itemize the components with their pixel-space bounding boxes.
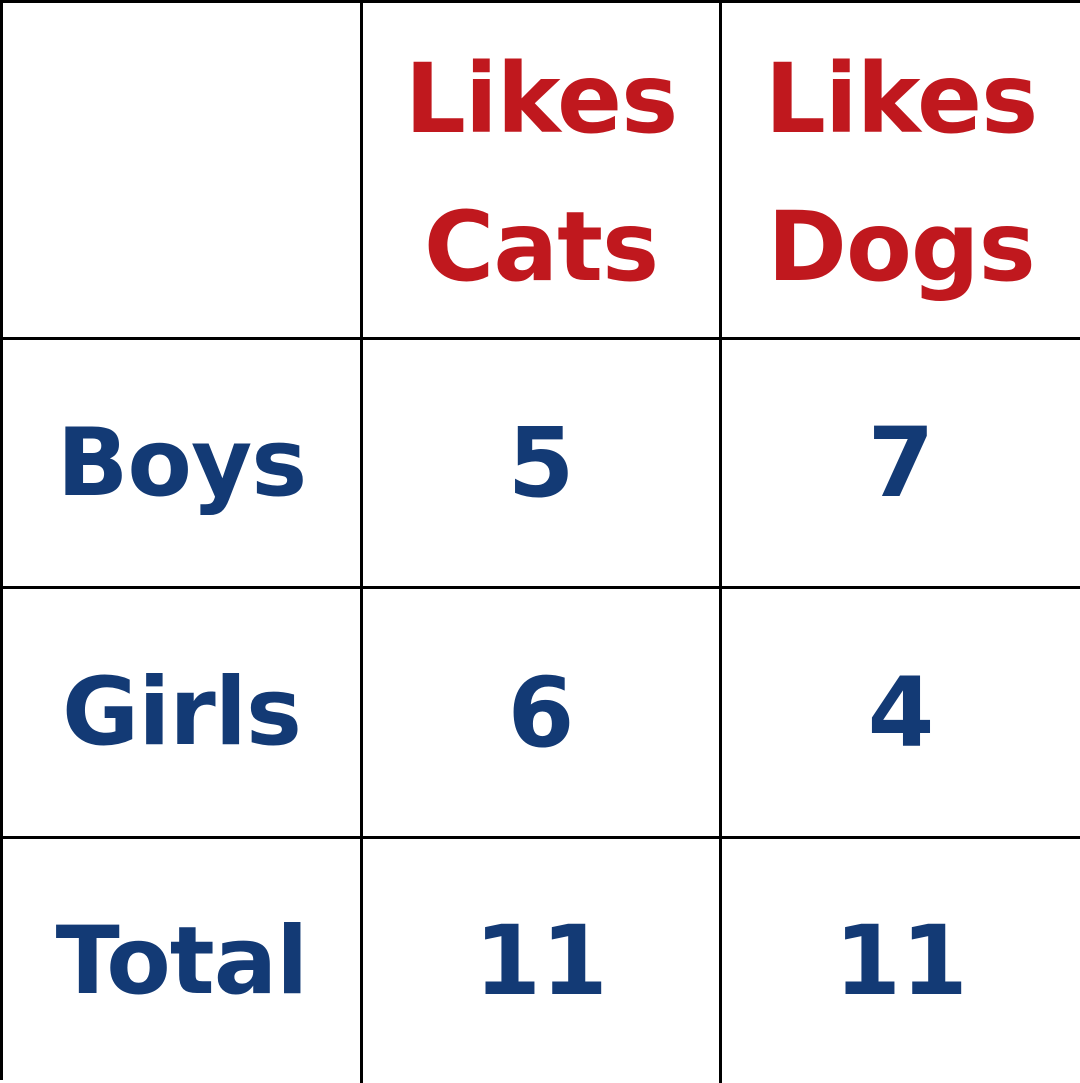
row-label-cell-boys: Boys xyxy=(3,340,363,589)
row-label-total: Total xyxy=(55,906,309,1016)
row-label-cell-girls: Girls xyxy=(3,589,363,839)
cell-value: 4 xyxy=(867,656,935,769)
table-cell-total-cats: 11 xyxy=(363,839,722,1083)
cell-value: 7 xyxy=(867,407,935,519)
column-header-line1: Likes xyxy=(764,43,1039,155)
cell-value: 11 xyxy=(834,905,968,1017)
column-header-text: Likes Cats xyxy=(404,25,679,321)
table-cell-boys-dogs: 7 xyxy=(722,340,1080,589)
row-label-girls: Girls xyxy=(62,658,302,767)
corner-cell xyxy=(3,3,363,340)
row-label-boys: Boys xyxy=(56,408,307,518)
cell-value: 5 xyxy=(507,407,575,519)
table-cell-girls-dogs: 4 xyxy=(722,589,1080,839)
column-header-line1: Likes xyxy=(404,43,679,155)
table-cell-boys-cats: 5 xyxy=(363,340,722,589)
column-header-likes-cats: Likes Cats xyxy=(363,3,722,340)
table-cell-total-dogs: 11 xyxy=(722,839,1080,1083)
column-header-likes-dogs: Likes Dogs xyxy=(722,3,1080,340)
table-cell-girls-cats: 6 xyxy=(363,589,722,839)
row-label-cell-total: Total xyxy=(3,839,363,1083)
column-header-line2: Cats xyxy=(423,191,659,303)
column-header-line2: Dogs xyxy=(767,191,1035,303)
cell-value: 6 xyxy=(507,656,575,769)
column-header-text: Likes Dogs xyxy=(764,25,1039,321)
cell-value: 11 xyxy=(474,905,608,1017)
